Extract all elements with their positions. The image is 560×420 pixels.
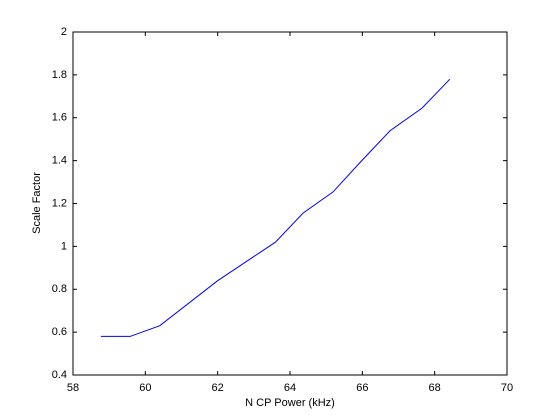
y-tick-label: 0.4 xyxy=(52,369,67,381)
x-tick-label: 62 xyxy=(212,382,224,394)
y-tick-label: 1.8 xyxy=(52,69,67,81)
y-tick-label: 2 xyxy=(61,26,67,38)
data-line xyxy=(100,78,451,337)
x-axis-label: N CP Power (kHz) xyxy=(245,397,335,409)
y-axis-label: Scale Factor xyxy=(31,172,43,234)
x-tick-label: 68 xyxy=(429,382,441,394)
plot-box xyxy=(72,31,508,376)
y-tick-label: 1.2 xyxy=(52,197,67,209)
y-tick-label: 0.8 xyxy=(52,283,67,295)
y-tick-label: 1.6 xyxy=(52,112,67,124)
y-tick-label: 1 xyxy=(61,240,67,252)
x-tick-label: 70 xyxy=(501,382,513,394)
x-tick-label: 66 xyxy=(356,382,368,394)
y-tick-label: 0.6 xyxy=(52,326,67,338)
x-tick-label: 64 xyxy=(284,382,296,394)
x-tick-label: 58 xyxy=(67,382,79,394)
y-tick-label: 1.4 xyxy=(52,155,67,167)
x-tick-label: 60 xyxy=(139,382,151,394)
